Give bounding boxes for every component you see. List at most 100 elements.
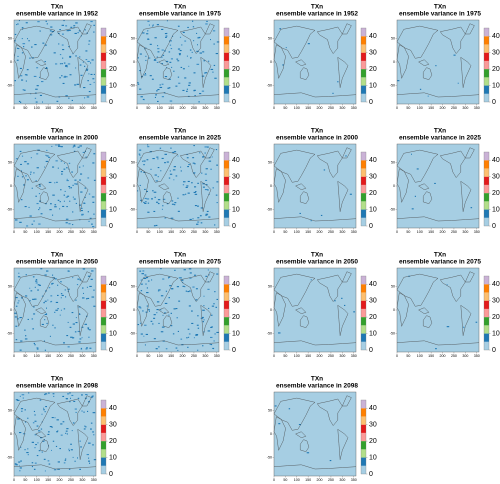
variance-cell	[24, 409, 26, 411]
variance-cell	[92, 226, 95, 228]
colorbar-step	[224, 300, 229, 309]
variance-cell	[48, 463, 51, 465]
colorbar-tick-label: 40	[109, 405, 117, 412]
variance-cell	[85, 394, 88, 396]
variance-cell	[15, 325, 18, 327]
variance-cell	[76, 83, 80, 85]
variance-cell	[147, 38, 149, 40]
panel-subtitle: ensemble variance in 2000	[276, 135, 358, 142]
coastline	[40, 315, 50, 328]
variance-cell	[17, 23, 19, 25]
variance-cell	[209, 343, 211, 345]
variance-cell	[146, 190, 148, 192]
colorbar-step	[101, 416, 106, 425]
colorbar-step	[224, 333, 229, 342]
y-tick-label: -50	[130, 331, 135, 335]
variance-cell	[15, 399, 18, 401]
variance-cell	[60, 160, 63, 162]
variance-cell	[80, 347, 82, 349]
x-tick-label: 0	[13, 354, 15, 358]
variance-cell	[72, 184, 74, 186]
variance-cell	[46, 307, 47, 309]
variance-cell	[68, 448, 70, 450]
y-tick-label: 0	[10, 60, 12, 64]
variance-cell	[71, 394, 74, 396]
variance-cell	[65, 296, 67, 298]
variance-cell	[177, 76, 180, 78]
colorbar-tick-label: 20	[369, 190, 377, 197]
x-tick-label: 350	[351, 106, 357, 110]
variance-cell	[299, 212, 301, 214]
variance-cell	[161, 49, 164, 51]
variance-cell	[164, 302, 168, 304]
variance-cell	[161, 96, 164, 98]
variance-cell	[197, 315, 199, 317]
x-tick-label: 150	[45, 354, 51, 358]
variance-cell	[16, 318, 20, 320]
x-tick-label: 350	[351, 354, 357, 358]
x-tick-label: 350	[214, 354, 220, 358]
variance-cell	[160, 331, 164, 333]
y-tick-label: 0	[270, 308, 272, 312]
colorbar-tick-label: 0	[369, 223, 373, 230]
colorbar-step	[361, 152, 366, 161]
variance-cell	[210, 314, 213, 316]
colorbar-tick-label: 20	[492, 66, 500, 73]
x-tick-label: 0	[13, 478, 15, 482]
variance-cell	[182, 281, 184, 283]
variance-cell	[66, 178, 68, 180]
panel-title: TXn	[51, 4, 63, 11]
variance-cell	[38, 430, 41, 432]
colorbar-tick-label: 30	[369, 298, 377, 305]
variance-cell	[35, 88, 38, 90]
variance-cell	[22, 89, 25, 91]
coastline	[13, 216, 97, 222]
x-tick-label: 0	[136, 354, 138, 358]
colorbar-step	[361, 193, 366, 202]
colorbar-tick-label: 40	[369, 33, 377, 40]
variance-cell	[177, 210, 180, 212]
x-tick-label: 0	[396, 354, 398, 358]
variance-cell	[210, 326, 213, 328]
colorbar-step	[224, 308, 229, 318]
variance-cell	[85, 348, 88, 350]
variance-cell	[67, 290, 69, 292]
variance-cell	[65, 65, 68, 67]
y-tick-label: -50	[267, 83, 272, 87]
variance-cell	[92, 78, 95, 80]
variance-cell	[81, 326, 84, 328]
variance-cell	[36, 203, 39, 205]
coastline	[205, 23, 215, 35]
variance-cell	[65, 222, 68, 224]
panel-title: TXn	[174, 128, 186, 135]
variance-cell	[22, 43, 26, 45]
y-tick-label: 0	[133, 60, 135, 64]
variance-cell	[164, 153, 167, 155]
variance-cell	[47, 460, 50, 462]
x-tick-label: 250	[68, 230, 74, 234]
colorbar-step	[484, 168, 489, 177]
variance-cell	[194, 193, 198, 195]
variance-cell	[60, 146, 63, 148]
variance-cell	[177, 25, 180, 27]
variance-cell	[203, 295, 205, 297]
variance-cell	[91, 196, 95, 198]
variance-cell	[26, 179, 29, 181]
variance-cell	[92, 431, 94, 433]
variance-cell	[57, 294, 59, 296]
variance-cell	[139, 270, 142, 272]
coastline	[423, 67, 433, 80]
variance-cell	[193, 172, 196, 174]
colorbar-step	[484, 217, 489, 226]
variance-cell	[192, 20, 194, 22]
variance-cell	[38, 223, 41, 225]
colorbar-frame	[360, 275, 367, 351]
y-tick-label: 50	[391, 285, 395, 289]
colorbar-tick-label: 20	[232, 66, 240, 73]
variance-cell	[169, 173, 173, 175]
coastline	[13, 149, 56, 183]
x-tick-label: 100	[294, 106, 300, 110]
variance-cell	[75, 202, 77, 204]
